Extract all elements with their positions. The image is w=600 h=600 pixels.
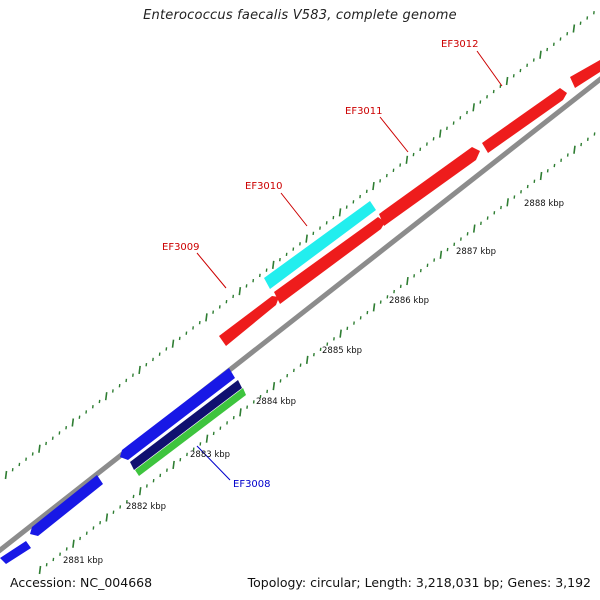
ef3011-leader <box>379 116 409 153</box>
scale-label-2888: 2888 kbp <box>524 199 564 209</box>
upper-tick-major <box>38 444 41 453</box>
accession-text: Accession: NC_004668 <box>10 575 153 590</box>
gene-ef3012[interactable] <box>570 60 600 88</box>
ef3009-leader <box>196 252 227 289</box>
upper-tick-major <box>372 181 375 191</box>
lower-tick-major <box>439 250 443 259</box>
lower-tick-major <box>472 224 476 233</box>
gene-reverse-3[interactable] <box>120 368 235 460</box>
gene-ef3011[interactable] <box>379 147 480 226</box>
upper-tick-major <box>338 208 342 217</box>
upper-tick-major <box>104 392 108 401</box>
lower-tick-major <box>305 355 309 364</box>
upper-tick-major <box>4 470 8 480</box>
scale-label-2883: 2883 kbp <box>190 450 230 460</box>
upper-tick-major <box>539 50 542 59</box>
genome-summary: Topology: circular; Length: 3,218,031 bp… <box>247 575 591 590</box>
gene-label-ef3012[interactable]: EF3012 <box>441 39 479 50</box>
lower-tick-major <box>506 198 509 207</box>
upper-tick-major <box>205 313 208 322</box>
upper-tick-major <box>505 76 509 86</box>
gene-ef3011-b[interactable] <box>482 88 567 153</box>
ef3008-leader <box>196 445 231 481</box>
lower-tick-major <box>573 145 576 154</box>
gene-reverse-1[interactable] <box>0 541 31 564</box>
lower-tick-major <box>406 276 409 286</box>
lower-tick-major <box>539 171 543 181</box>
scale-label-2887: 2887 kbp <box>456 247 496 257</box>
scale-label-2886: 2886 kbp <box>389 296 429 306</box>
map-title: Enterococcus faecalis V583, complete gen… <box>143 8 457 23</box>
lower-tick-major <box>72 539 75 548</box>
upper-tick-major <box>305 234 308 243</box>
lower-tick-major <box>339 329 342 338</box>
gene-reverse-2[interactable] <box>30 475 103 536</box>
scale-label-2881: 2881 kbp <box>63 556 103 566</box>
upper-tick-major <box>572 24 576 33</box>
lower-tick-major <box>105 513 109 522</box>
gene-ef3008-dark[interactable] <box>130 380 242 470</box>
lower-tick-major <box>205 434 209 443</box>
lower-tick-major <box>372 303 376 312</box>
scale-label-2882: 2882 kbp <box>126 502 166 512</box>
lower-tick-track <box>38 132 596 575</box>
upper-tick-major <box>238 287 242 296</box>
upper-tick-major <box>472 103 475 112</box>
gene-ef3009[interactable] <box>219 296 279 346</box>
upper-tick-major <box>438 129 442 138</box>
lower-tick-major <box>38 565 42 575</box>
ef3012-leader <box>476 50 503 87</box>
lower-tick-major <box>172 460 175 470</box>
lower-tick-major <box>272 382 276 391</box>
gene-ef3010[interactable] <box>264 201 376 289</box>
gene-label-ef3010[interactable]: EF3010 <box>245 181 283 192</box>
gene-label-ef3008[interactable]: EF3008 <box>233 479 271 490</box>
upper-tick-major <box>405 155 409 164</box>
gene-ef3009-b[interactable] <box>274 217 385 304</box>
gene-ef3008-rna[interactable] <box>135 388 246 476</box>
lower-tick-major <box>239 408 242 417</box>
upper-tick-track <box>4 11 595 480</box>
genome-backbone <box>0 76 600 554</box>
upper-tick-major <box>271 260 275 269</box>
upper-tick-major <box>71 418 75 427</box>
upper-tick-major <box>171 339 175 348</box>
gene-label-ef3011[interactable]: EF3011 <box>345 106 383 117</box>
gene-label-ef3009[interactable]: EF3009 <box>162 242 200 253</box>
ef3010-leader <box>280 192 308 227</box>
scale-label-2885: 2885 kbp <box>322 346 362 356</box>
scale-label-2884: 2884 kbp <box>256 397 296 407</box>
lower-tick-major <box>138 487 142 496</box>
upper-tick-major <box>138 365 141 375</box>
